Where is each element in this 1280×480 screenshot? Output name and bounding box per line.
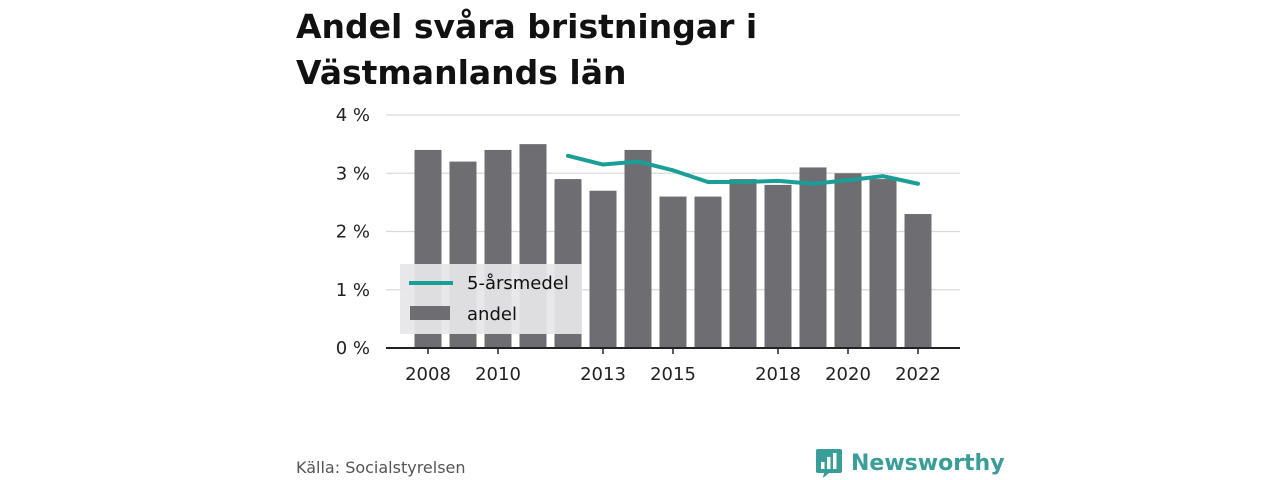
x-axis-ticks: 2008 2010 2013 2015 2018 2020 2022 (405, 348, 941, 385)
bar-2022 (904, 214, 932, 348)
y-axis-ticks: 0 % 1 % 2 % 3 % 4 % (336, 105, 370, 359)
bar-2017 (729, 179, 757, 348)
bar-2019 (799, 167, 827, 348)
bar-2016 (694, 196, 722, 348)
x-tick-label: 2013 (580, 364, 626, 385)
x-tick-label: 2020 (825, 364, 871, 385)
legend: 5-årsmedel andel (400, 264, 582, 334)
chart-title-line-2: Västmanlands län (296, 53, 627, 92)
y-tick-label: 2 % (336, 222, 370, 243)
bar-2020 (834, 173, 862, 348)
y-tick-label: 3 % (336, 163, 370, 184)
y-tick-label: 4 % (336, 105, 370, 126)
bar-2013 (589, 190, 617, 348)
brand-name: Newsworthy (851, 450, 1005, 476)
chart-title: Andel svåra bristningar i Västmanlands l… (296, 4, 996, 96)
y-tick-label: 1 % (336, 280, 370, 301)
x-tick-label: 2008 (405, 364, 451, 385)
legend-background (400, 264, 582, 334)
x-tick-label: 2015 (650, 364, 696, 385)
legend-label-andel: andel (467, 304, 517, 325)
bar-2014 (624, 149, 652, 348)
bar-2018 (764, 184, 792, 348)
x-tick-label: 2010 (475, 364, 521, 385)
brand-logo: Newsworthy (815, 446, 1005, 480)
x-tick-label: 2022 (895, 364, 941, 385)
bar-chart-speech-bubble-icon (816, 449, 842, 478)
bar-2015 (659, 196, 687, 348)
x-tick-label: 2018 (755, 364, 801, 385)
legend-swatch-andel (410, 306, 450, 320)
line-5-arsmedel (566, 153, 920, 186)
legend-label-5-arsmedel: 5-årsmedel (467, 273, 569, 294)
source-note: Källa: Socialstyrelsen (296, 458, 466, 477)
line-series-5-arsmedel (566, 153, 920, 186)
y-tick-label: 0 % (336, 338, 370, 359)
chart-title-line-1: Andel svåra bristningar i (296, 7, 758, 46)
bar-2021 (869, 179, 897, 348)
